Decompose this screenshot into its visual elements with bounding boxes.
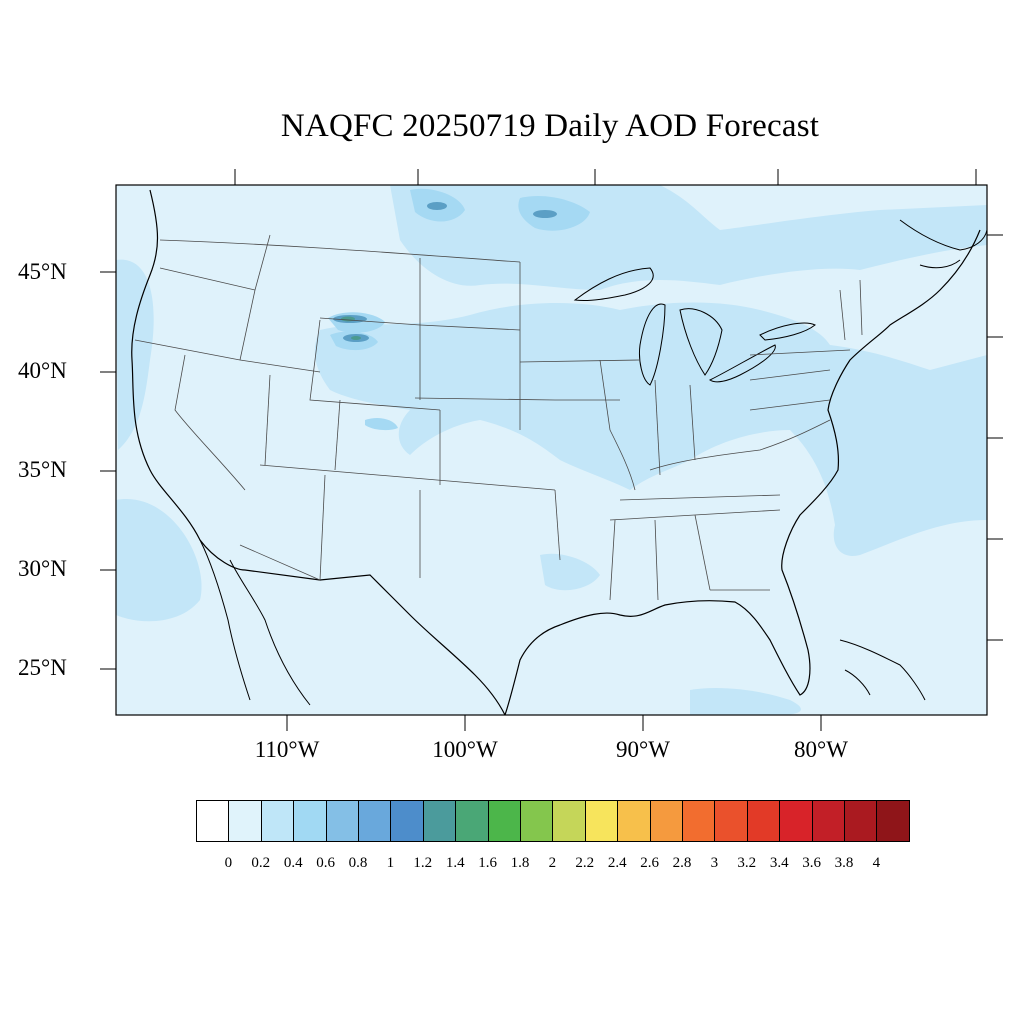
great-lakes	[573, 267, 816, 386]
colorbar-tick-label: 0.2	[251, 855, 271, 871]
other-coastlines	[199, 219, 987, 706]
colorbar-swatch	[260, 800, 295, 842]
colorbar-swatch	[228, 800, 262, 842]
lon-label: 110°W	[254, 737, 320, 762]
lat-label: 45°N	[18, 259, 67, 284]
colorbar-swatch	[293, 800, 327, 842]
lon-label: 90°W	[616, 737, 670, 762]
colorbar-tick-label: 0	[224, 855, 233, 871]
tick-marks	[100, 169, 1003, 731]
colorbar-tick-label: 3.8	[834, 855, 854, 871]
state-boundaries	[134, 234, 863, 601]
colorbar-swatch	[325, 800, 359, 842]
lon-label: 80°W	[794, 737, 848, 762]
lat-label: 25°N	[18, 655, 67, 680]
colorbar-tick-label: 3.4	[769, 855, 789, 871]
colorbar-swatch	[196, 800, 230, 842]
colorbar-tick-label: 0.6	[316, 855, 335, 871]
colorbar-swatch	[876, 800, 910, 842]
colorbar-tick-label: 1	[386, 855, 395, 871]
colorbar-swatch	[390, 800, 424, 842]
colorbar-swatch	[779, 800, 813, 842]
us-coastline	[131, 189, 981, 715]
colorbar-swatch	[455, 800, 489, 842]
colorbar-tick-label: 1.8	[510, 855, 530, 871]
lat-label: 30°N	[18, 556, 67, 581]
colorbar-tick-label: 1.2	[413, 855, 433, 871]
colorbar-tick-label: 2.8	[672, 855, 692, 871]
colorbar-swatch	[487, 800, 521, 842]
colorbar-swatch	[584, 800, 619, 842]
colorbar-swatch	[649, 800, 683, 842]
colorbar-swatch	[746, 800, 781, 842]
colorbar-tick-label: 2.2	[575, 855, 595, 871]
colorbar-tick-label: 0.8	[348, 855, 368, 871]
colorbar-tick-label: 3	[710, 855, 719, 871]
colorbar-tick-label: 4	[872, 855, 881, 871]
map-frame	[115, 184, 988, 716]
colorbar-tick-label: 2.6	[640, 855, 659, 871]
colorbar-tick-label: 2.4	[607, 855, 627, 871]
colorbar-swatch	[682, 800, 716, 842]
colorbar-swatch	[358, 800, 392, 842]
colorbar-tick-label: 3.2	[737, 855, 757, 871]
colorbar-tick-label: 2	[548, 855, 557, 871]
aod-0-4-regions	[116, 185, 987, 715]
colorbar-tick-label: 3.6	[802, 855, 821, 871]
colorbar-tick-label: 0.4	[283, 855, 303, 871]
colorbar-swatch	[552, 800, 586, 842]
colorbar-swatch	[422, 800, 457, 842]
colorbar-tick-label: 1.6	[478, 855, 497, 871]
colorbar-swatch	[811, 800, 845, 842]
colorbar-tick-label: 1.4	[445, 855, 465, 871]
lat-label: 35°N	[18, 457, 67, 482]
colorbar-swatch	[520, 800, 554, 842]
lat-label: 40°N	[18, 358, 67, 383]
colorbar-swatch	[714, 800, 748, 842]
lon-label: 100°W	[432, 737, 498, 762]
colorbar-swatch	[844, 800, 878, 842]
colorbar-swatch	[617, 800, 651, 842]
map-title: NAQFC 20250719 Daily AOD Forecast	[280, 108, 820, 144]
